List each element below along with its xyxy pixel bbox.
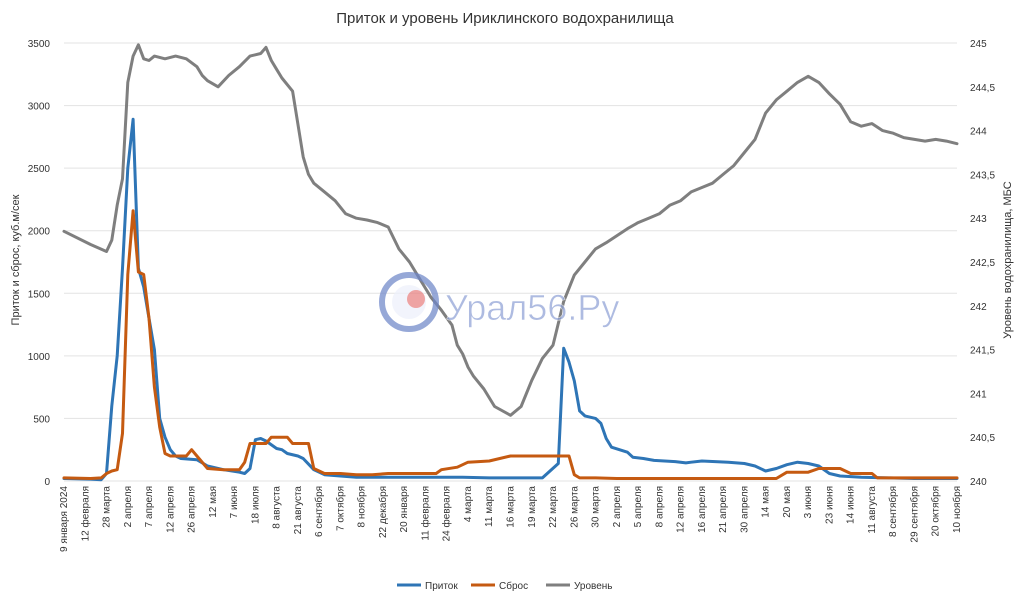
x-tick-label: 22 марта [548,486,559,528]
x-tick-label: 8 апреля [654,486,665,527]
x-tick-label: 7 октября [334,486,346,531]
x-tick-label: 29 сентября [908,486,920,543]
x-tick-label: 18 июля [250,486,261,524]
x-tick-label: 23 июня [824,486,835,524]
right-tick-label: 244 [970,127,987,138]
series-lines [62,43,959,482]
left-tick-label: 2000 [28,227,51,238]
series-line [62,117,959,482]
left-axis-ticks: 0 500 1000 1500 2000 2500 3000 3500 [28,39,51,488]
x-tick-label: 12 мая [208,486,219,518]
x-tick-label: 11 августа [867,486,878,534]
right-axis-ticks: 240 240,5 241 241,5 242 242,5 243 243,5 244 244,5… [970,39,995,488]
x-tick-label: 30 марта [591,486,602,528]
x-tick-label: 8 августа [272,486,283,529]
x-tick-label: 2 апреля [123,486,134,527]
left-axis-title: Приток и сброс, куб.м/сек [10,194,22,325]
right-axis-title: Уровень водохранилища, МБС [1002,181,1014,338]
right-tick-label: 244,5 [970,83,995,94]
x-tick-label: 8 сентября [887,486,899,537]
right-tick-label: 240,5 [970,433,995,444]
x-tick-label: 26 марта [569,486,580,528]
x-tick-label: 11 февраля [419,486,431,541]
x-tick-label: 11 марта [484,486,495,527]
x-tick-label: 12 апреля [676,486,687,533]
x-tick-label: 24 февраля [441,486,453,541]
left-tick-label: 500 [33,414,50,425]
legend-label: Уровень [574,581,613,592]
left-tick-label: 2500 [28,164,51,175]
x-tick-label: 3 июня [803,486,814,518]
right-tick-label: 243,5 [970,170,995,181]
x-tick-label: 2 апреля [612,486,623,527]
x-tick-label: 21 апреля [718,486,729,533]
x-tick-label: 7 июня [229,486,240,518]
x-tick-label: 19 марта [527,486,538,528]
x-tick-label: 28 марта [102,486,113,528]
legend-label: Приток [425,581,458,592]
left-tick-label: 1500 [28,289,51,300]
x-tick-label: 20 мая [782,486,793,518]
right-tick-label: 245 [970,39,987,50]
right-tick-label: 240 [970,477,987,488]
legend: Приток Сброс Уровень [397,580,613,592]
x-tick-label: 16 апреля [697,486,708,533]
watermark: Урал56.Ру [379,272,620,332]
series-line [62,43,959,417]
right-tick-label: 242 [970,302,987,313]
x-tick-label: 14 июня [846,486,857,524]
right-tick-label: 242,5 [970,258,995,269]
x-tick-label: 20 октября [930,486,942,537]
x-tick-label: 6 сентября [313,486,325,537]
x-tick-label: 4 марта [463,486,474,523]
left-tick-label: 3000 [28,102,51,113]
watermark-logo-icon [379,272,439,332]
watermark-logo-accent [407,290,425,308]
watermark-text: Урал56.Ру [445,287,619,328]
x-tick-label: 9 января 2024 [59,486,70,552]
chart-title: Приток и уровень Ириклинского водохранил… [336,10,674,27]
left-tick-label: 3500 [28,39,51,50]
x-tick-label: 22 декабря [377,486,389,538]
x-tick-label: 16 марта [506,486,517,528]
x-tick-label: 5 апреля [633,486,644,527]
x-tick-label: 7 апреля [144,486,155,527]
left-tick-label: 1000 [28,352,51,363]
grid [64,42,957,482]
right-tick-label: 241 [970,389,987,400]
right-tick-label: 243 [970,214,987,225]
series-line [62,209,959,480]
left-tick-label: 0 [44,477,50,488]
x-axis-ticks: 9 января 2024 12 февраля 28 марта 2 апреля 7… [59,486,963,552]
x-tick-label: 20 января [399,486,410,532]
x-tick-label: 10 ноября [951,486,963,533]
right-tick-label: 241,5 [970,346,995,357]
x-tick-label: 21 августа [293,486,304,535]
x-tick-label: 12 апреля [165,486,176,533]
legend-label: Сброс [499,580,528,592]
x-tick-label: 12 февраля [79,486,91,541]
x-tick-label: 8 ноября [356,486,368,527]
x-tick-label: 26 апреля [187,486,198,533]
x-tick-label: 30 апреля [739,486,750,533]
x-tick-label: 14 мая [761,486,772,518]
